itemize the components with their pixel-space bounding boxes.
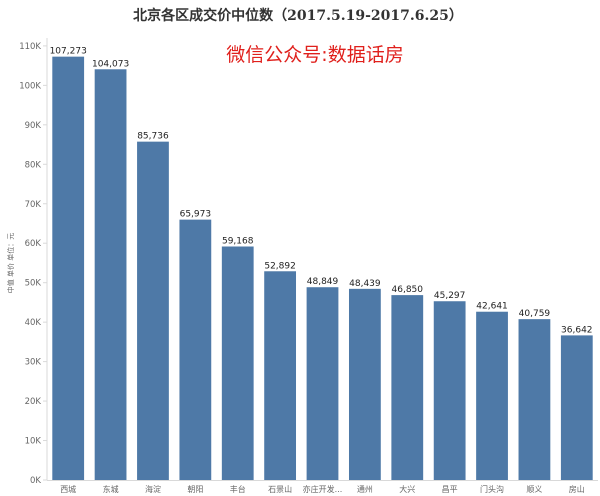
bar	[52, 56, 85, 481]
chart-title: 北京各区成交价中位数（2017.5.19-2017.6.25）	[133, 7, 463, 24]
y-tick-label: 70K	[25, 200, 42, 210]
bar-value-label: 42,641	[476, 302, 508, 312]
x-category-label: 东城	[103, 484, 119, 494]
x-category-label: 大兴	[399, 484, 415, 494]
bar	[306, 287, 339, 480]
y-tick-label: 30K	[25, 358, 42, 368]
x-category-label: 西城	[60, 485, 76, 494]
bar-value-label: 52,892	[264, 261, 296, 271]
bar	[264, 271, 297, 480]
bar-value-label: 40,759	[519, 309, 551, 319]
y-axis-ticks: 0K 10K 20K 30K 40K 50K 60K 70K 80K 90K 100K 110K	[19, 42, 47, 486]
bar	[348, 288, 381, 480]
bar-value-label: 65,973	[180, 210, 212, 220]
y-tick-label: 90K	[25, 121, 42, 131]
bar	[137, 141, 169, 480]
bar-value-label: 48,849	[307, 277, 339, 287]
bar	[476, 311, 508, 480]
bars-group	[52, 56, 593, 481]
y-tick-label: 60K	[25, 239, 42, 249]
bar-value-label: 107,273	[50, 47, 87, 57]
x-category-label: 顺义	[526, 485, 542, 494]
bar	[560, 335, 593, 480]
bar	[391, 295, 424, 480]
bar	[179, 219, 212, 480]
y-axis-title: 中值 单价 单位：元	[6, 233, 15, 293]
bar	[433, 301, 466, 480]
x-category-label: 通州	[357, 484, 373, 494]
bar	[518, 319, 551, 480]
bar-value-label: 48,439	[349, 279, 381, 289]
x-category-label: 亦庄开发...	[303, 484, 343, 494]
x-axis-category-labels: 西城 东城 海淀 朝阳 丰台 石景山 亦庄开发... 通州 大兴 昌平 门头沟 顺义 房山	[60, 484, 585, 494]
bar-value-labels: 107,273 104,073 85,736 65,973 59,168 52,892 48…	[50, 47, 593, 336]
x-category-label: 昌平	[442, 485, 458, 494]
y-tick-label: 100K	[19, 81, 41, 91]
bar-value-label: 46,850	[392, 285, 424, 295]
y-tick-label: 0K	[30, 476, 41, 486]
bar-value-label: 36,642	[561, 325, 593, 335]
bar	[94, 69, 127, 480]
x-category-label: 朝阳	[187, 485, 203, 494]
y-tick-label: 80K	[25, 160, 42, 170]
watermark-text: 微信公众号:数据话房	[226, 44, 403, 66]
bar-value-label: 85,736	[137, 132, 169, 142]
x-category-label: 石景山	[268, 484, 292, 494]
y-tick-label: 110K	[19, 42, 41, 52]
bar-value-label: 104,073	[92, 59, 129, 69]
bar-value-label: 45,297	[434, 291, 466, 301]
x-category-label: 丰台	[230, 484, 246, 494]
y-tick-label: 40K	[25, 318, 42, 328]
y-tick-label: 50K	[25, 279, 42, 289]
x-category-label: 门头沟	[480, 484, 504, 494]
bar-value-label: 59,168	[222, 237, 254, 247]
y-tick-label: 10K	[25, 437, 42, 447]
x-category-label: 房山	[569, 484, 585, 494]
x-category-label: 海淀	[145, 484, 161, 494]
y-tick-label: 20K	[25, 397, 42, 407]
bar	[221, 246, 254, 480]
